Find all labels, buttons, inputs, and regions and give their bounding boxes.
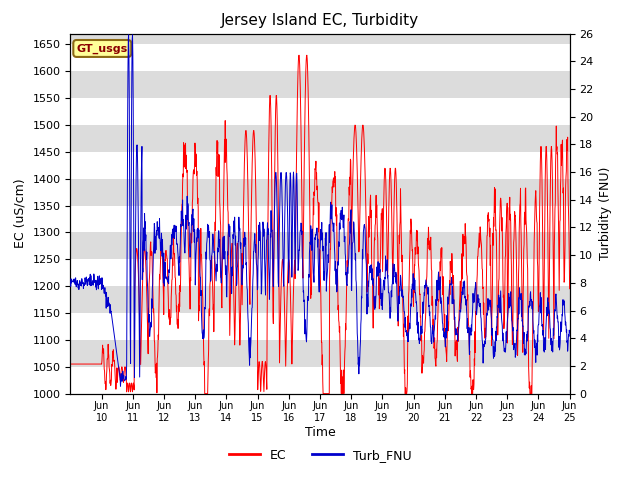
Bar: [70, 98, 570, 125]
Y-axis label: Turbidity (FNU): Turbidity (FNU): [599, 167, 612, 260]
X-axis label: Time: Time: [305, 426, 335, 439]
Text: GT_usgs: GT_usgs: [77, 43, 128, 54]
Bar: [70, 152, 570, 179]
Bar: [70, 259, 570, 286]
Bar: [70, 44, 570, 71]
Bar: [70, 367, 570, 394]
Bar: [70, 313, 570, 340]
Bar: [70, 205, 570, 232]
Legend: EC, Turb_FNU: EC, Turb_FNU: [223, 444, 417, 467]
Y-axis label: EC (uS/cm): EC (uS/cm): [14, 179, 27, 249]
Title: Jersey Island EC, Turbidity: Jersey Island EC, Turbidity: [221, 13, 419, 28]
